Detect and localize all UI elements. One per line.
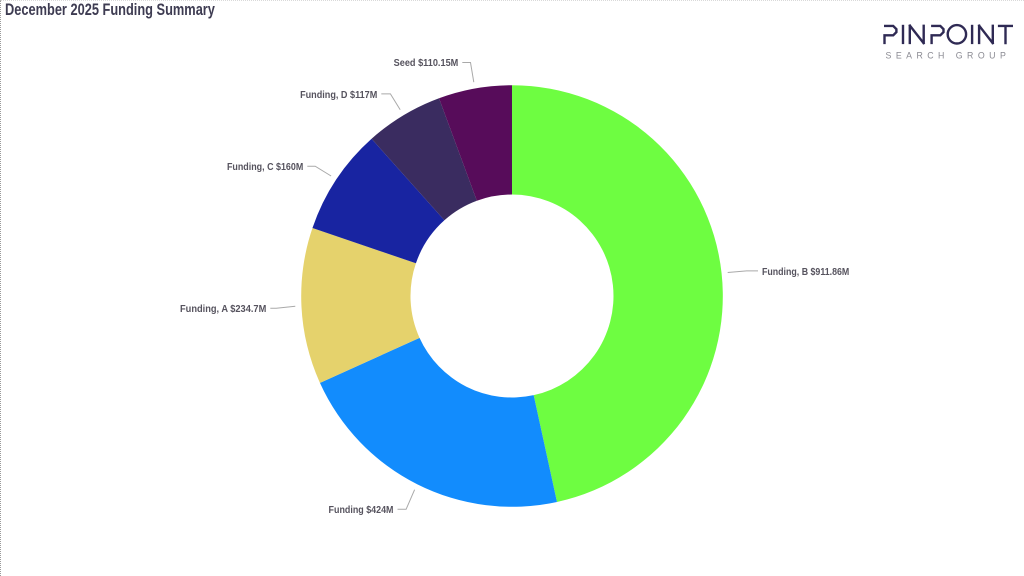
svg-text:Funding $424M: Funding $424M <box>329 505 394 517</box>
svg-text:SEARCH GROUP: SEARCH GROUP <box>886 50 1011 60</box>
svg-text:Funding, B $911.86M: Funding, B $911.86M <box>762 266 849 278</box>
svg-text:Funding, D $117M: Funding, D $117M <box>300 89 377 101</box>
svg-text:Seed $110.15M: Seed $110.15M <box>394 58 459 70</box>
svg-text:Funding, A $234.7M: Funding, A $234.7M <box>180 304 266 316</box>
svg-text:Funding, C $160M: Funding, C $160M <box>227 161 303 173</box>
